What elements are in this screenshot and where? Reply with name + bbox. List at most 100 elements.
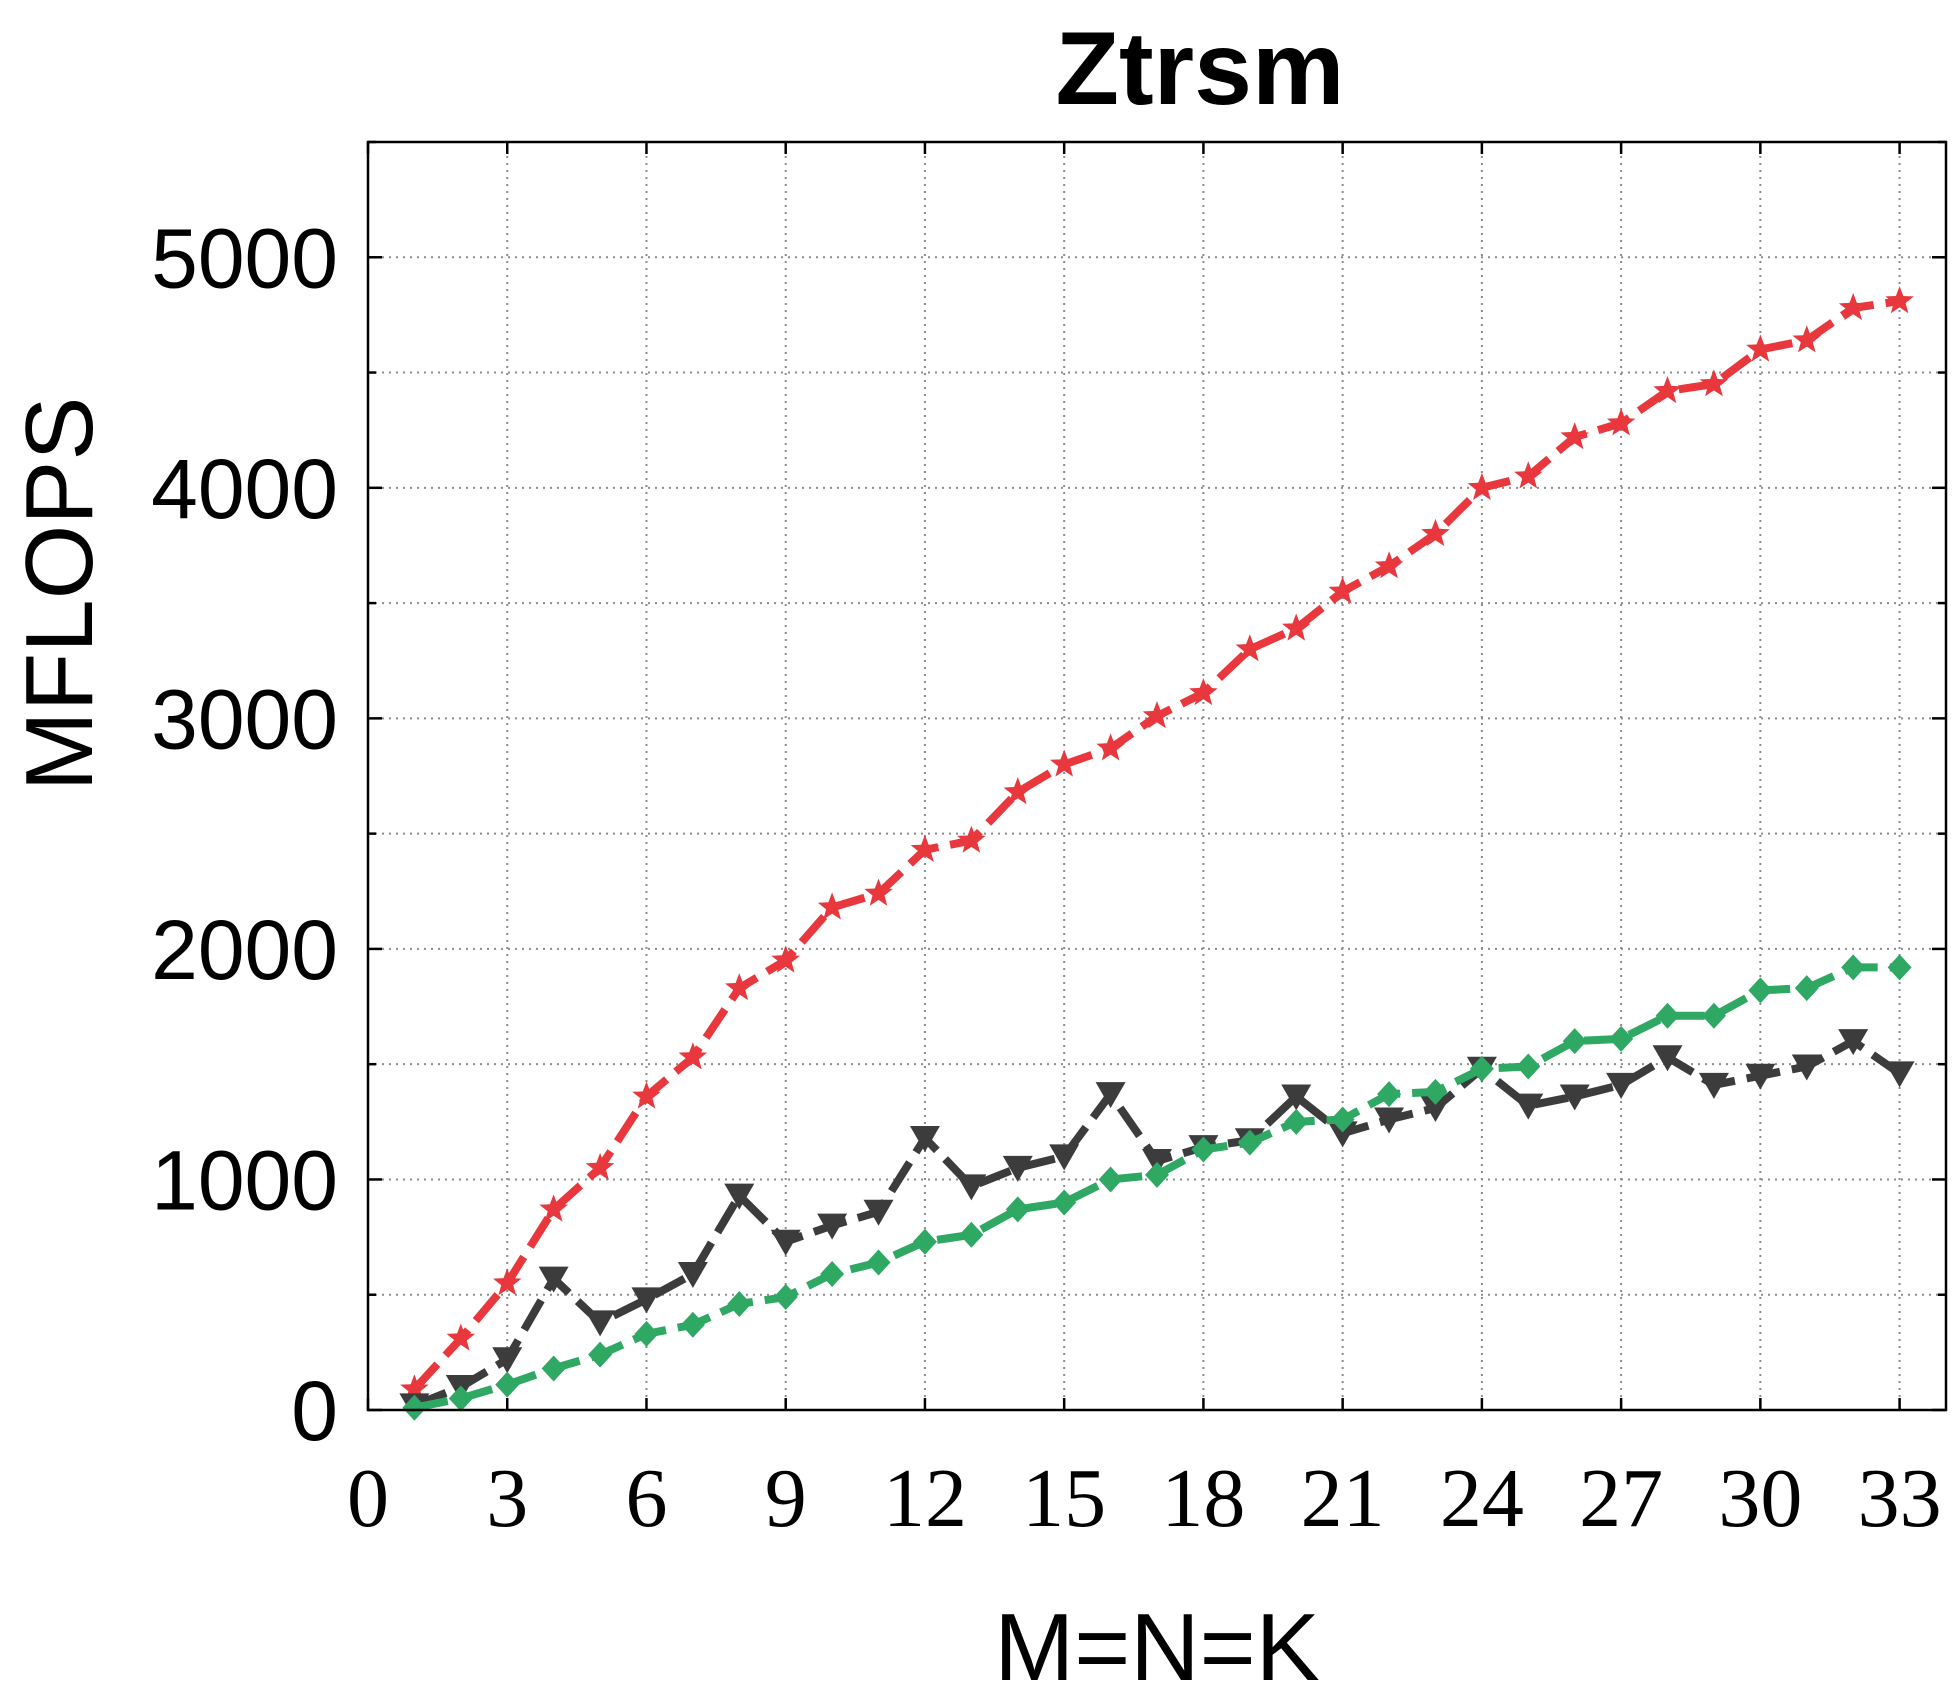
data-point (820, 1260, 845, 1287)
data-point (1423, 1078, 1448, 1105)
data-point (585, 1310, 616, 1337)
data-point (957, 825, 986, 853)
x-tick-label: 33 (1858, 1452, 1942, 1545)
data-point (1838, 1029, 1869, 1056)
data-point (1095, 1082, 1126, 1109)
data-point (1282, 613, 1311, 641)
data-point (1049, 1144, 1080, 1171)
data-point (1052, 1189, 1077, 1216)
data-point (956, 1174, 987, 1201)
data-point (1003, 777, 1032, 805)
data-point (402, 1394, 427, 1421)
data-point (1467, 472, 1497, 500)
data-point (1374, 551, 1404, 579)
data-point (632, 1081, 661, 1109)
data-point (1562, 1028, 1587, 1055)
data-point (912, 1228, 937, 1255)
x-tick-label: 30 (1718, 1452, 1802, 1545)
x-tick-label: 21 (1301, 1452, 1385, 1545)
data-point (1005, 1196, 1030, 1223)
data-point (1189, 678, 1218, 706)
x-tick-label: 0 (347, 1452, 389, 1545)
data-point (1699, 369, 1729, 397)
data-point (1420, 1095, 1451, 1122)
x-tick-label: 12 (883, 1452, 967, 1545)
plot-frame (366, 140, 1948, 1412)
y-tick-label: 5000 (151, 211, 338, 305)
y-tick-label: 0 (291, 1364, 338, 1458)
data-point (1281, 1084, 1312, 1111)
data-point (588, 1341, 613, 1368)
data-point (864, 878, 893, 906)
data-point (631, 1287, 662, 1314)
data-point (680, 1311, 705, 1338)
data-point (539, 1194, 568, 1222)
data-point (446, 1323, 476, 1351)
data-point (773, 1284, 798, 1311)
data-point (1791, 1054, 1822, 1081)
series-line (411, 297, 1901, 1392)
chart-title: Ztrsm (1056, 11, 1345, 127)
data-point (725, 973, 754, 1001)
data-point (959, 1221, 984, 1248)
y-tick-label: 2000 (151, 903, 338, 997)
data-point (1237, 1129, 1262, 1156)
data-point (1374, 1107, 1405, 1134)
data-point (817, 1213, 848, 1240)
data-point (634, 1320, 659, 1347)
series-layer (399, 286, 1915, 1421)
data-point (1469, 1055, 1494, 1082)
data-point (492, 1347, 523, 1374)
data-point (727, 1290, 752, 1317)
data-point (1884, 1061, 1915, 1088)
data-point (1838, 293, 1868, 321)
data-point (771, 945, 800, 973)
data-point (1698, 1072, 1729, 1099)
data-point (1145, 1161, 1169, 1188)
axis-ticks: 0 3 6 9 12 15 18 21 24 27 30 33 0 1000 2000 3000 4000 500… (151, 140, 1946, 1545)
data-point (1748, 977, 1773, 1004)
data-point (400, 1374, 429, 1402)
data-point (1559, 1084, 1590, 1111)
data-point (909, 1125, 940, 1152)
series-3 (402, 954, 1912, 1421)
series-1 (400, 286, 1914, 1402)
data-point (448, 1385, 473, 1412)
data-point (1513, 1093, 1544, 1120)
data-point (1792, 325, 1821, 353)
data-point (1560, 422, 1589, 450)
y-tick-label: 4000 (151, 442, 338, 536)
data-point (1606, 1072, 1637, 1099)
data-point (585, 1152, 615, 1181)
x-tick-label: 3 (486, 1452, 528, 1545)
grid (368, 141, 1946, 1410)
data-point (493, 1268, 522, 1296)
data-point (1887, 954, 1912, 981)
x-tick-label: 24 (1440, 1452, 1524, 1545)
data-point (866, 1249, 891, 1276)
data-point (1652, 1045, 1683, 1072)
data-point (1745, 1063, 1776, 1090)
data-point (1609, 1025, 1634, 1052)
data-point (1701, 1002, 1726, 1029)
data-point (1142, 701, 1172, 729)
data-point (1421, 518, 1450, 547)
data-point (1191, 1136, 1216, 1163)
data-point (677, 1261, 708, 1288)
data-point (495, 1371, 520, 1398)
data-point (910, 834, 940, 862)
data-point (1885, 286, 1914, 314)
series-2 (399, 1029, 1915, 1420)
data-point (1049, 749, 1079, 777)
data-point (1235, 634, 1265, 662)
data-point (1002, 1155, 1033, 1182)
data-point (1514, 461, 1543, 489)
data-point (1377, 1081, 1402, 1108)
data-point (863, 1199, 894, 1226)
x-tick-label: 15 (1022, 1452, 1106, 1545)
data-point (1098, 1166, 1123, 1193)
data-point (770, 1229, 801, 1256)
data-point (817, 892, 847, 920)
data-point (724, 1183, 755, 1210)
